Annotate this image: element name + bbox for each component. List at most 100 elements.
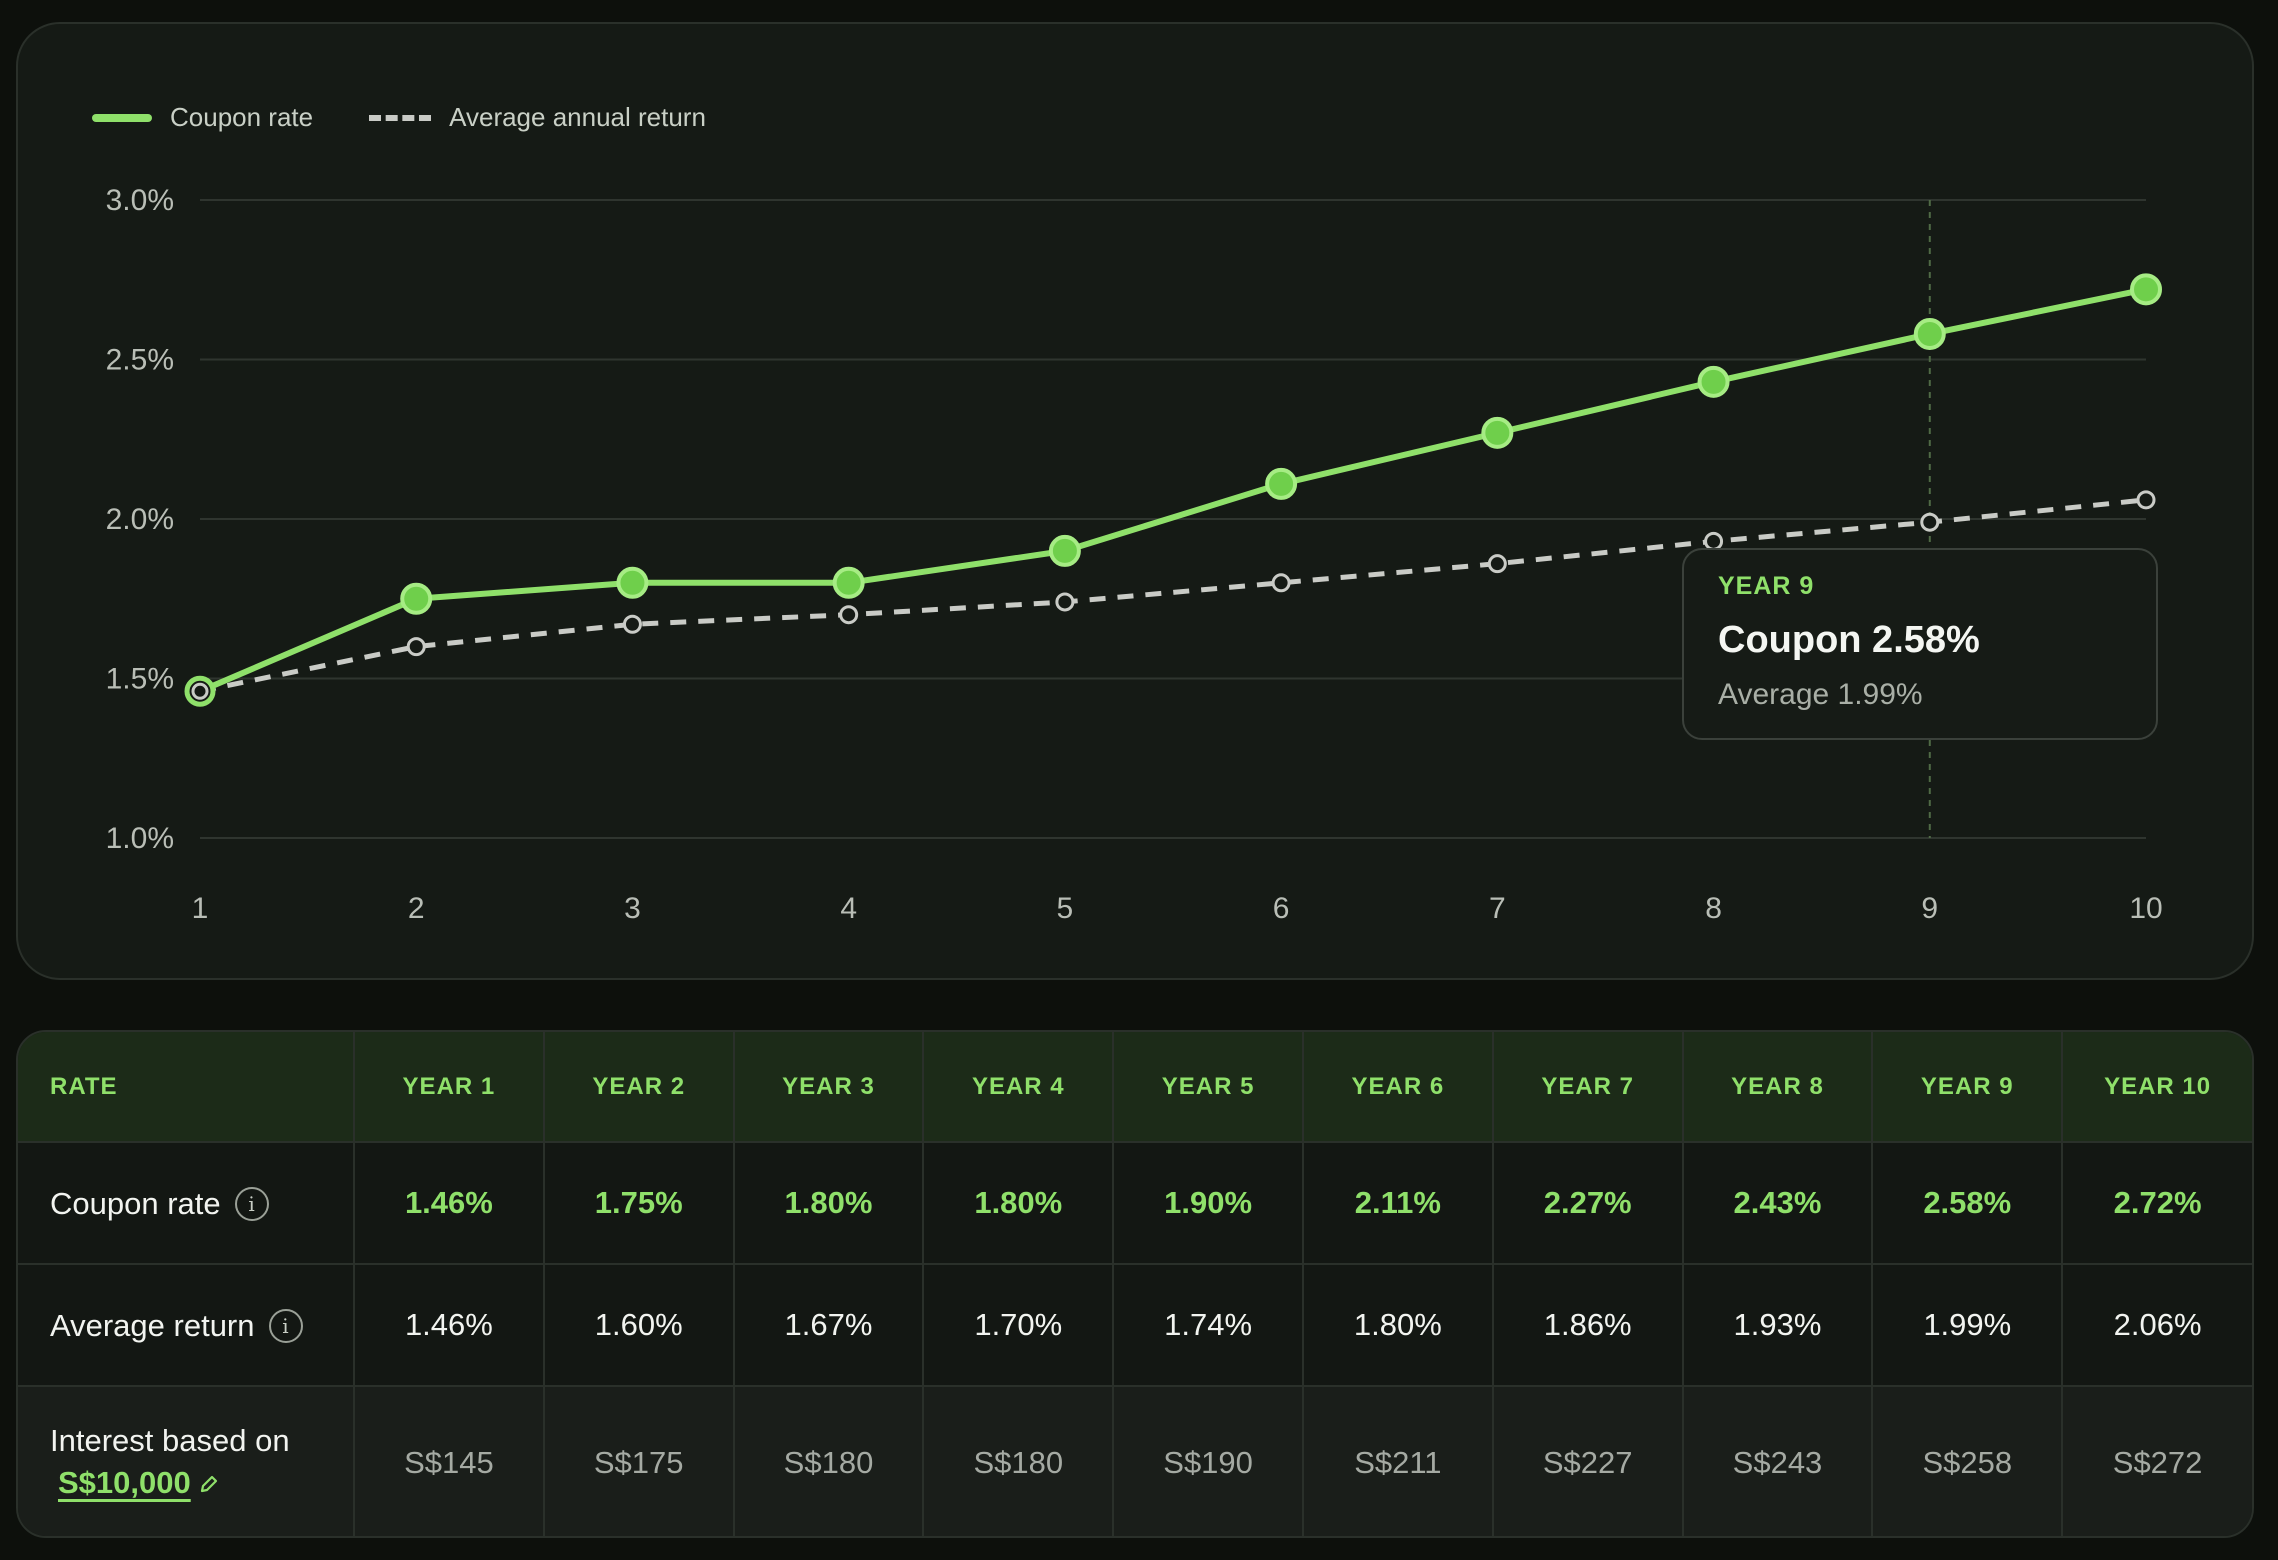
x-tick-label: 2	[408, 892, 425, 925]
table-row-average: Average return i 1.46% 1.60% 1.67% 1.70% …	[18, 1264, 2252, 1387]
header-year-7: YEAR 7	[1492, 1032, 1684, 1143]
y-tick-label: 2.5%	[106, 344, 174, 377]
interest-cell: S$258	[1872, 1386, 2064, 1536]
coupon-cell: 2.58%	[1872, 1142, 2064, 1265]
header-year-2: YEAR 2	[543, 1032, 735, 1143]
average-cell: 1.86%	[1492, 1264, 1684, 1387]
tooltip-year: YEAR 9	[1718, 572, 1815, 600]
coupon-point	[2130, 273, 2162, 306]
coupon-cell: 2.43%	[1682, 1142, 1874, 1265]
interest-label: Interest based on	[50, 1422, 290, 1458]
interest-cell: S$272	[2112, 1444, 2203, 1480]
line-chart[interactable]: 1.0% 1.5% 2.0% 2.5% 3.0% 1 2 3 4 5 6 7 8 9 10	[18, 24, 2256, 982]
chart-legend: Coupon rate Average annual return	[92, 102, 706, 133]
coupon-cell: 1.46%	[354, 1142, 545, 1265]
table-row-coupon: Coupon rate i 1.46% 1.75% 1.80% 1.80% 1.9…	[18, 1142, 2252, 1265]
tooltip-coupon: Coupon 2.58%	[1718, 619, 1980, 661]
coupon-cell: 1.80%	[733, 1142, 925, 1265]
interest-cell: S$145	[354, 1386, 545, 1536]
average-cell: 1.80%	[1302, 1264, 1494, 1387]
legend-label-coupon: Coupon rate	[170, 102, 314, 132]
interest-cell: S$175	[543, 1386, 735, 1536]
series-line-average	[199, 497, 2147, 694]
series-line-coupon	[198, 286, 2147, 695]
y-tick-label: 1.0%	[106, 822, 174, 855]
average-point	[839, 605, 859, 625]
legend-swatch-coupon	[92, 113, 152, 122]
coupon-label: Coupon rate	[50, 1185, 221, 1221]
legend-item-coupon[interactable]: Coupon rate	[92, 102, 313, 133]
coupon-point	[832, 566, 865, 599]
average-cell: 1.70%	[923, 1264, 1115, 1387]
coupon-cell: 2.27%	[1492, 1142, 1684, 1265]
coupon-point	[1265, 467, 1298, 500]
average-point	[1487, 554, 1507, 574]
coupon-cell: 1.75%	[543, 1142, 735, 1265]
average-point	[2136, 490, 2156, 510]
x-tick-label: 4	[840, 892, 857, 925]
info-icon[interactable]: i	[268, 1308, 303, 1343]
average-point	[1920, 512, 1940, 532]
interest-cell: S$190	[1113, 1386, 1304, 1536]
legend-label-average: Average annual return	[449, 102, 706, 132]
interest-cell: S$243	[1682, 1386, 1874, 1536]
x-tick-label: 5	[1057, 892, 1074, 925]
header-year-1: YEAR 1	[354, 1032, 545, 1143]
info-icon[interactable]: i	[234, 1186, 269, 1221]
average-cell: 1.60%	[543, 1264, 735, 1387]
average-cell: 1.46%	[354, 1264, 545, 1387]
coupon-cell: 1.90%	[1113, 1142, 1304, 1265]
coupon-cell: 2.11%	[1302, 1142, 1494, 1265]
average-cell: 1.74%	[1113, 1264, 1304, 1387]
interest-cell: S$211	[1302, 1386, 1494, 1536]
chart-tooltip: YEAR 9 Coupon 2.58% Average 1.99%	[1682, 548, 2158, 740]
coupon-cell: 2.72%	[2062, 1142, 2252, 1265]
coupon-point	[1697, 365, 1730, 398]
interest-cell: S$180	[923, 1386, 1115, 1536]
header-year-9: YEAR 9	[1872, 1032, 2064, 1143]
header-year-4: YEAR 4	[923, 1032, 1115, 1143]
average-point	[191, 682, 209, 700]
x-tick-label: 9	[1921, 892, 1938, 925]
table-row-interest: Interest based on S$10,000 S$145 S$175 S…	[18, 1386, 2252, 1536]
header-year-6: YEAR 6	[1302, 1032, 1494, 1143]
rate-table: RATE YEAR 1 YEAR 2 YEAR 3 YEAR 4 YEAR 5 …	[16, 1030, 2254, 1538]
x-tick-label: 7	[1489, 892, 1506, 925]
y-tick-label: 3.0%	[106, 184, 174, 217]
coupon-point	[400, 582, 433, 615]
interest-cell: S$227	[1492, 1386, 1684, 1536]
average-point	[622, 614, 642, 634]
x-tick-label: 1	[192, 892, 209, 925]
x-tick-label: 8	[1705, 892, 1722, 925]
coupon-point	[616, 566, 649, 599]
legend-item-average[interactable]: Average annual return	[369, 102, 706, 133]
header-year-10: YEAR 10	[2062, 1032, 2252, 1143]
tooltip-average: Average 1.99%	[1718, 678, 1923, 711]
header-rate: RATE	[18, 1032, 355, 1143]
principal-amount-link[interactable]: S$10,000	[58, 1464, 191, 1500]
x-tick-label: 6	[1273, 892, 1290, 925]
y-tick-label: 2.0%	[106, 503, 174, 536]
coupon-point	[1913, 317, 1946, 350]
interest-cell: S$180	[733, 1386, 925, 1536]
table-header-row: RATE YEAR 1 YEAR 2 YEAR 3 YEAR 4 YEAR 5 …	[18, 1032, 2252, 1143]
average-cell: 1.93%	[1682, 1264, 1874, 1387]
coupon-point	[1048, 534, 1081, 567]
chart-card: Coupon rate Average annual return 1.0% 1.…	[16, 22, 2254, 980]
header-year-8: YEAR 8	[1682, 1032, 1874, 1143]
x-tick-label: 10	[2129, 892, 2162, 925]
coupon-cell: 1.80%	[923, 1142, 1115, 1265]
pencil-icon[interactable]	[199, 1463, 219, 1505]
y-tick-label: 1.5%	[106, 663, 174, 696]
header-year-5: YEAR 5	[1113, 1032, 1304, 1143]
average-label: Average return	[50, 1307, 255, 1343]
x-tick-label: 3	[624, 892, 641, 925]
average-point	[1055, 592, 1075, 612]
average-cell: 1.99%	[1872, 1264, 2064, 1387]
legend-swatch-average	[369, 114, 432, 121]
average-point	[1271, 573, 1291, 593]
average-cell: 2.06%	[2062, 1264, 2252, 1387]
average-cell: 1.67%	[733, 1264, 925, 1387]
average-point	[406, 637, 426, 657]
row-label-interest: Interest based on S$10,000	[18, 1386, 355, 1536]
